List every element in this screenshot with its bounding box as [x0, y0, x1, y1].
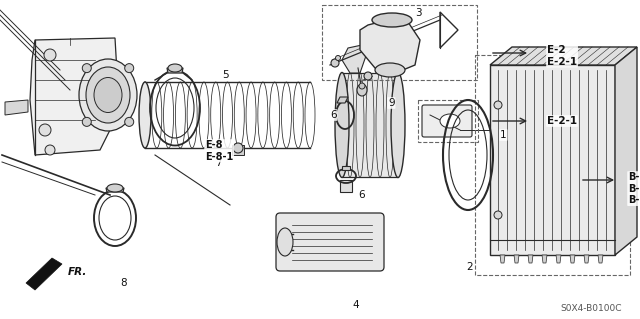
Ellipse shape	[86, 67, 130, 123]
Ellipse shape	[168, 64, 182, 72]
Text: FR.: FR.	[68, 267, 88, 277]
Polygon shape	[598, 255, 603, 263]
Text: 8: 8	[120, 278, 127, 288]
Polygon shape	[342, 45, 368, 73]
Polygon shape	[514, 255, 519, 263]
Text: 5: 5	[222, 70, 228, 80]
Ellipse shape	[45, 145, 55, 155]
Bar	[322, 5, 477, 80]
Text: S0X4-B0100C: S0X4-B0100C	[560, 304, 621, 313]
Polygon shape	[570, 255, 575, 263]
Ellipse shape	[83, 63, 92, 73]
Polygon shape	[490, 65, 615, 255]
Ellipse shape	[331, 59, 339, 67]
Ellipse shape	[494, 101, 502, 109]
Ellipse shape	[494, 211, 502, 219]
Polygon shape	[167, 68, 183, 73]
Polygon shape	[528, 255, 533, 263]
Text: E-8
E-8-1: E-8 E-8-1	[205, 140, 233, 162]
Ellipse shape	[364, 72, 372, 80]
Polygon shape	[342, 73, 398, 177]
Ellipse shape	[39, 124, 51, 136]
Ellipse shape	[139, 82, 151, 148]
Polygon shape	[584, 255, 589, 263]
Ellipse shape	[335, 72, 349, 177]
Ellipse shape	[125, 63, 134, 73]
Ellipse shape	[125, 117, 134, 126]
Polygon shape	[30, 38, 118, 155]
Polygon shape	[340, 180, 352, 192]
Ellipse shape	[372, 13, 412, 27]
Text: 6: 6	[330, 110, 337, 120]
Ellipse shape	[335, 56, 340, 61]
Ellipse shape	[44, 49, 56, 61]
Polygon shape	[500, 255, 505, 263]
Text: 6: 6	[358, 190, 365, 200]
Text: 9: 9	[388, 98, 395, 108]
Ellipse shape	[359, 83, 365, 89]
Polygon shape	[337, 97, 348, 103]
Text: E-2-1: E-2-1	[547, 116, 577, 126]
Ellipse shape	[375, 63, 405, 77]
Polygon shape	[26, 258, 62, 290]
Ellipse shape	[94, 78, 122, 113]
Polygon shape	[5, 100, 28, 115]
Polygon shape	[360, 18, 420, 72]
Text: 7: 7	[215, 158, 221, 168]
Ellipse shape	[391, 72, 405, 177]
Polygon shape	[490, 47, 637, 65]
Bar	[475, 55, 630, 275]
Text: B-1-1
B-1-2
B-1-3: B-1-1 B-1-2 B-1-3	[628, 172, 640, 205]
Text: 1: 1	[500, 130, 507, 140]
Ellipse shape	[107, 184, 123, 192]
Polygon shape	[342, 166, 350, 170]
Ellipse shape	[233, 143, 243, 153]
Text: 4: 4	[352, 300, 358, 310]
Ellipse shape	[83, 117, 92, 126]
Polygon shape	[232, 145, 244, 155]
Text: 3: 3	[415, 8, 422, 18]
Polygon shape	[106, 188, 124, 192]
FancyBboxPatch shape	[422, 105, 472, 137]
Ellipse shape	[277, 228, 293, 256]
Polygon shape	[556, 255, 561, 263]
Ellipse shape	[79, 59, 137, 131]
Polygon shape	[615, 47, 637, 255]
FancyBboxPatch shape	[276, 213, 384, 271]
Ellipse shape	[440, 114, 460, 128]
Polygon shape	[542, 255, 547, 263]
Text: 2: 2	[466, 262, 472, 272]
Ellipse shape	[357, 84, 367, 96]
Bar	[418, 100, 478, 142]
Text: E-2
E-2-1: E-2 E-2-1	[547, 45, 577, 67]
